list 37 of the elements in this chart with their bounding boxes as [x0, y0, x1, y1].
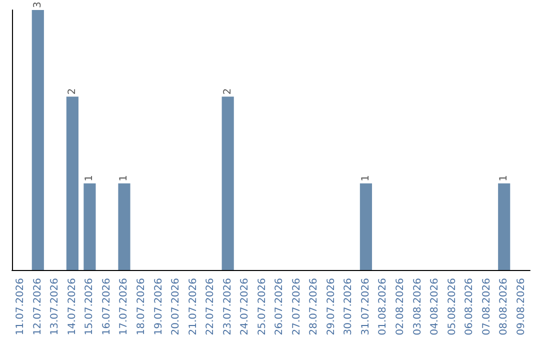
x-tick-label: 01.08.2026 — [378, 278, 389, 336]
x-tick-label: 17.07.2026 — [118, 278, 130, 336]
x-tick-label: 04.08.2026 — [430, 278, 441, 336]
x-tick-label: 16.07.2026 — [101, 278, 112, 336]
x-tick-label: 19.07.2026 — [153, 278, 164, 336]
x-tick-label: 11.07.2026 — [15, 278, 26, 336]
x-tick-label: 29.07.2026 — [326, 278, 337, 336]
data-label: 1 — [498, 174, 510, 182]
x-tick-label: 07.08.2026 — [481, 278, 492, 336]
x-tick-label: 23.07.2026 — [222, 278, 234, 336]
x-tick-label: 13.07.2026 — [50, 278, 61, 336]
data-label: 1 — [360, 174, 372, 182]
data-label: 1 — [84, 174, 96, 182]
data-label: 2 — [66, 88, 78, 95]
x-tick-label: 30.07.2026 — [343, 278, 354, 336]
data-label: 2 — [222, 88, 234, 95]
x-tick-label: 21.07.2026 — [188, 278, 199, 336]
x-tick-label: 15.07.2026 — [84, 278, 96, 336]
x-tick-label: 31.07.2026 — [360, 278, 372, 336]
x-tick-label: 14.07.2026 — [66, 278, 78, 336]
x-tick-label: 02.08.2026 — [395, 278, 406, 336]
x-tick-label: 09.08.2026 — [516, 278, 527, 336]
x-tick-label: 25.07.2026 — [256, 278, 268, 336]
x-tick-label: 05.08.2026 — [446, 278, 458, 336]
x-tick-label: 24.07.2026 — [240, 278, 251, 336]
x-tick-label: 18.07.2026 — [136, 278, 147, 336]
x-tick-label: 03.08.2026 — [412, 278, 424, 336]
x-tick-label: 28.07.2026 — [308, 278, 320, 336]
x-tick-label: 06.08.2026 — [464, 278, 476, 336]
x-tick-label: 22.07.2026 — [205, 278, 216, 336]
x-tick-label: 08.08.2026 — [498, 278, 510, 336]
x-tick-label: 26.07.2026 — [274, 278, 286, 336]
x-tick-label: 12.07.2026 — [32, 278, 44, 336]
x-tick-label: 27.07.2026 — [291, 278, 302, 336]
x-tick-label: 20.07.2026 — [170, 278, 182, 336]
data-label: 1 — [118, 174, 130, 182]
data-label: 3 — [32, 2, 44, 8]
